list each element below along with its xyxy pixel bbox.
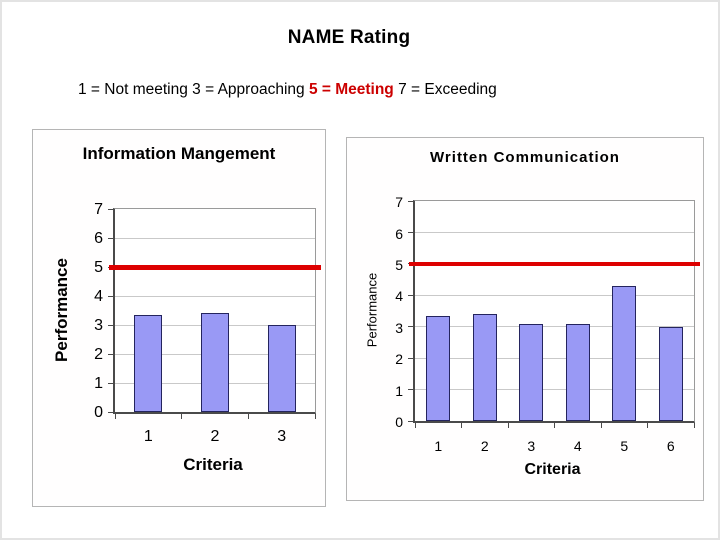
- x-axis-label: Criteria: [183, 455, 243, 474]
- y-tick-mark: [108, 208, 113, 210]
- page-title: NAME Rating: [287, 27, 411, 48]
- x-tick-mark: [647, 423, 648, 428]
- y-tick-label: 2: [94, 346, 103, 364]
- y-tick-label: 0: [94, 404, 103, 422]
- y-tick-mark: [408, 294, 413, 296]
- y-tick-label: 6: [395, 225, 403, 242]
- x-tick-mark: [693, 423, 695, 428]
- y-tick-mark: [108, 353, 113, 355]
- x-tick-mark: [247, 414, 249, 419]
- bar: [658, 326, 683, 421]
- y-tick-label: 2: [395, 351, 403, 368]
- y-tick-mark: [108, 295, 113, 297]
- x-tick-label: 4: [573, 438, 582, 454]
- x-tick-label: 5: [620, 438, 629, 454]
- y-gridline: [115, 237, 315, 239]
- x-tick-mark: [507, 423, 509, 428]
- x-tick-label: 6: [666, 438, 675, 454]
- y-tick-mark: [408, 420, 413, 422]
- y-tick-label: 1: [94, 375, 103, 393]
- x-tick-label: 1: [143, 428, 153, 445]
- x-tick-label: 3: [277, 428, 287, 445]
- y-gridline: [415, 326, 694, 328]
- x-tick-mark: [114, 414, 116, 419]
- bar: [134, 314, 163, 412]
- y-tick-label: 4: [94, 288, 103, 306]
- bar: [201, 313, 229, 412]
- x-tick-mark: [461, 423, 462, 428]
- y-tick-mark: [108, 324, 113, 326]
- y-tick-mark: [408, 357, 413, 359]
- bar: [267, 325, 296, 412]
- x-tick-mark: [414, 423, 416, 428]
- chart-information-management: Information Mangement 0 1 2 3 4 5 6 7 1 2 3 Performa…: [32, 129, 326, 507]
- y-gridline: [415, 231, 694, 233]
- chart-title: Written Communication: [430, 149, 620, 166]
- y-tick-label: 4: [395, 288, 403, 305]
- legend-part-highlight: 5 = Meeting: [308, 81, 394, 98]
- y-tick-label: 3: [395, 319, 403, 336]
- x-tick-label: 2: [480, 438, 489, 454]
- bar: [565, 323, 590, 421]
- legend-part: 1 = Not meeting 3 = Approaching: [78, 81, 309, 98]
- bar: [612, 285, 637, 421]
- x-tick-mark: [181, 414, 183, 419]
- plot-area: 0 1 2 3 4 5 6 7 1 2 3: [94, 202, 321, 445]
- x-tick-mark: [600, 423, 602, 428]
- y-tick-mark: [408, 326, 413, 328]
- bar: [472, 314, 497, 421]
- y-axis-label: Performance: [364, 272, 380, 348]
- y-tick-mark: [408, 231, 413, 233]
- y-gridline: [415, 294, 694, 296]
- y-tick-label: 3: [94, 317, 103, 335]
- y-gridline: [415, 389, 694, 391]
- y-tick-label: 7: [395, 194, 403, 211]
- y-tick-label: 7: [94, 201, 103, 219]
- chart-title: Information Mangement: [82, 144, 276, 163]
- bar: [426, 315, 451, 421]
- y-tick-mark: [108, 411, 113, 413]
- y-tick-label: 5: [94, 259, 103, 277]
- chart-written-communication: Written Communication 0 1 2 3 4 5 6 7 1 2 3 4 5 6 Perfo…: [346, 137, 704, 501]
- y-tick-label: 1: [395, 382, 403, 399]
- reference-line: [109, 264, 321, 270]
- y-tick-mark: [108, 382, 113, 384]
- x-tick-mark: [554, 423, 555, 428]
- legend-part: 7 = Exceeding: [393, 81, 497, 98]
- x-tick-label: 1: [434, 438, 443, 454]
- x-axis-label: Criteria: [524, 461, 581, 478]
- y-tick-label: 0: [395, 414, 403, 431]
- y-gridline: [115, 295, 315, 297]
- x-tick-label: 2: [210, 428, 220, 445]
- plot-area: 0 1 2 3 4 5 6 7 1 2 3 4 5 6: [395, 195, 700, 453]
- y-tick-mark: [108, 237, 113, 239]
- y-gridline: [415, 357, 694, 359]
- y-tick-mark: [408, 389, 413, 391]
- y-tick-label: 5: [395, 256, 403, 273]
- reference-line: [409, 261, 700, 266]
- x-tick-mark: [314, 414, 316, 419]
- x-tick-label: 3: [527, 438, 536, 454]
- y-tick-mark: [408, 200, 413, 202]
- y-axis-label: Performance: [52, 257, 71, 362]
- bar: [519, 323, 544, 421]
- y-tick-label: 6: [94, 230, 103, 248]
- rating-legend: 1 = Not meeting 3 = Approaching 5 = Meet…: [78, 81, 497, 99]
